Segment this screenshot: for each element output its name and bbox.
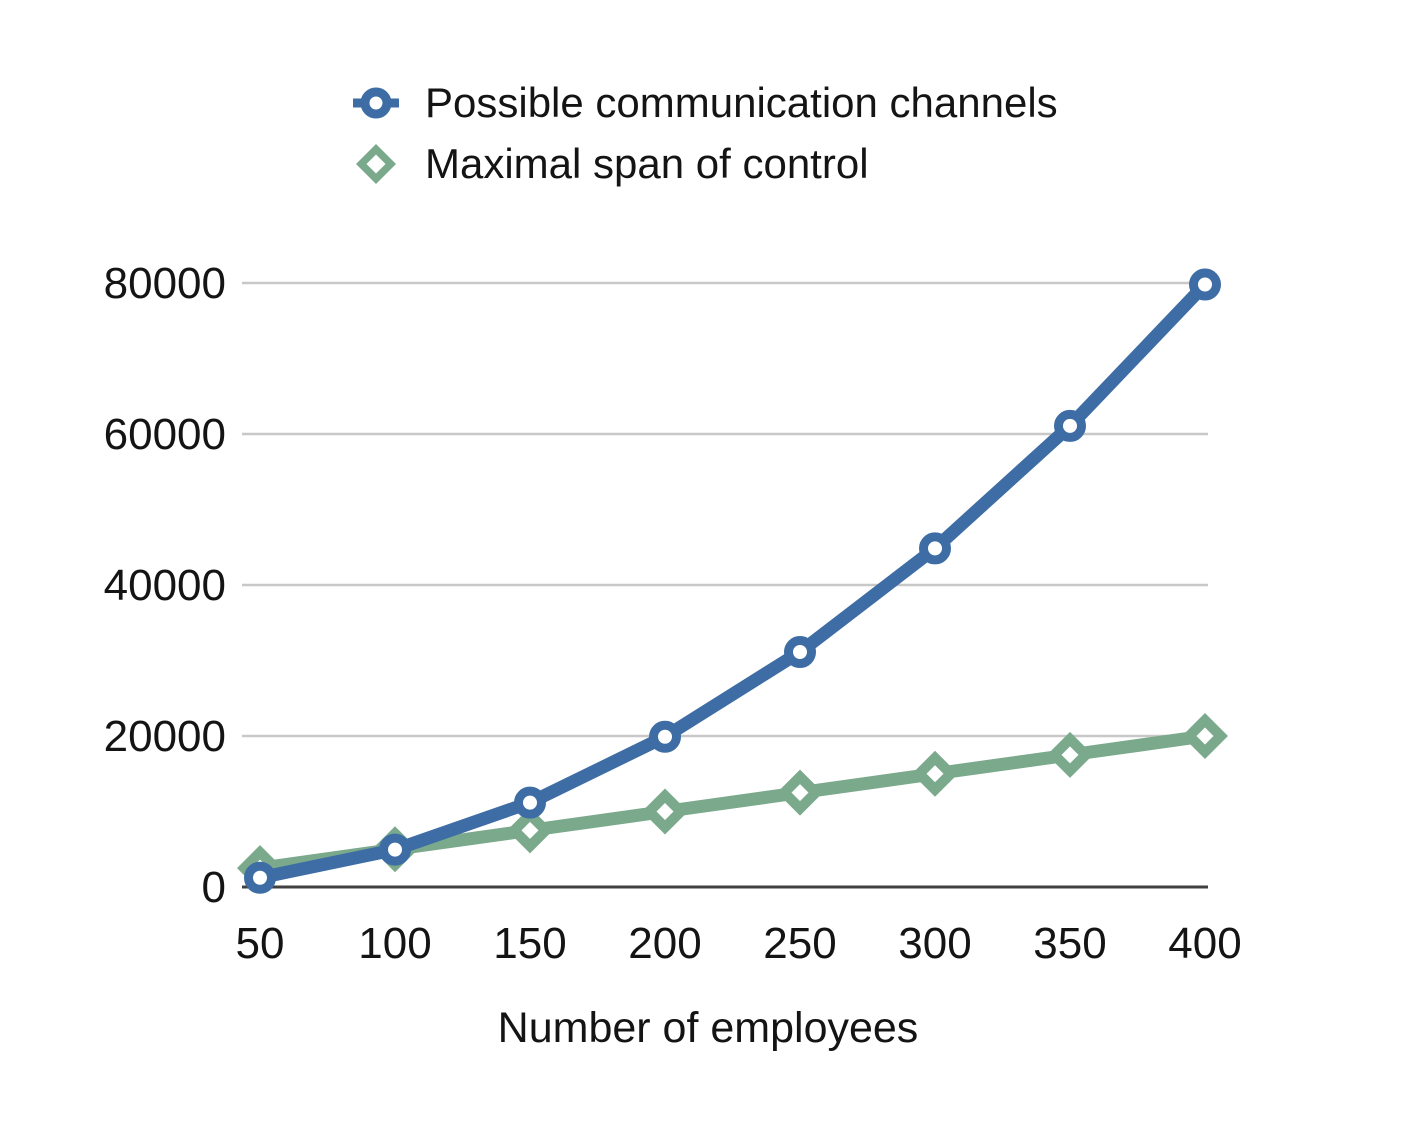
x-tick-label: 200 <box>628 919 701 968</box>
data-point-circle <box>919 532 951 565</box>
data-point-diamond-hole <box>521 821 539 839</box>
x-tick-label: 400 <box>1168 919 1241 968</box>
data-point-circle <box>379 833 411 866</box>
data-point-circle <box>1054 409 1086 442</box>
data-point-circle <box>649 720 681 753</box>
data-point-circle <box>244 861 276 894</box>
legend-label: Possible communication channels <box>425 79 1058 126</box>
legend-item-communication-channels: Possible communication channels <box>352 79 1058 127</box>
circle-marker-icon <box>352 86 400 120</box>
data-point-diamond-hole <box>1061 746 1079 764</box>
x-tick-label: 250 <box>763 919 836 968</box>
diamond-marker-icon <box>352 142 400 186</box>
data-point-diamond-hole <box>656 803 674 820</box>
x-tick-label: 100 <box>358 919 431 968</box>
data-point-diamond-hole <box>926 765 944 783</box>
x-tick-label: 150 <box>493 919 566 968</box>
y-tick-label: 40000 <box>104 561 226 610</box>
data-point-circle <box>514 786 546 819</box>
x-tick-label: 50 <box>236 919 285 968</box>
x-tick-label: 300 <box>898 919 971 968</box>
data-point-diamond-hole <box>791 784 809 802</box>
x-axis-title: Number of employees <box>497 1004 919 1052</box>
y-tick-label: 60000 <box>104 410 226 459</box>
x-tick-label: 350 <box>1033 919 1106 968</box>
legend: Possible communication channels Maximal … <box>352 79 1058 201</box>
data-point-circle <box>784 636 816 669</box>
data-point-diamond-hole <box>1196 727 1214 745</box>
y-tick-label: 80000 <box>104 259 226 308</box>
series-line-communication-channels <box>253 278 1212 885</box>
legend-label: Maximal span of control <box>425 140 869 187</box>
legend-item-span-of-control: Maximal span of control <box>352 140 1058 188</box>
data-point-circle <box>1189 268 1221 301</box>
y-tick-label: 0 <box>202 863 226 912</box>
y-tick-label: 20000 <box>104 712 226 761</box>
